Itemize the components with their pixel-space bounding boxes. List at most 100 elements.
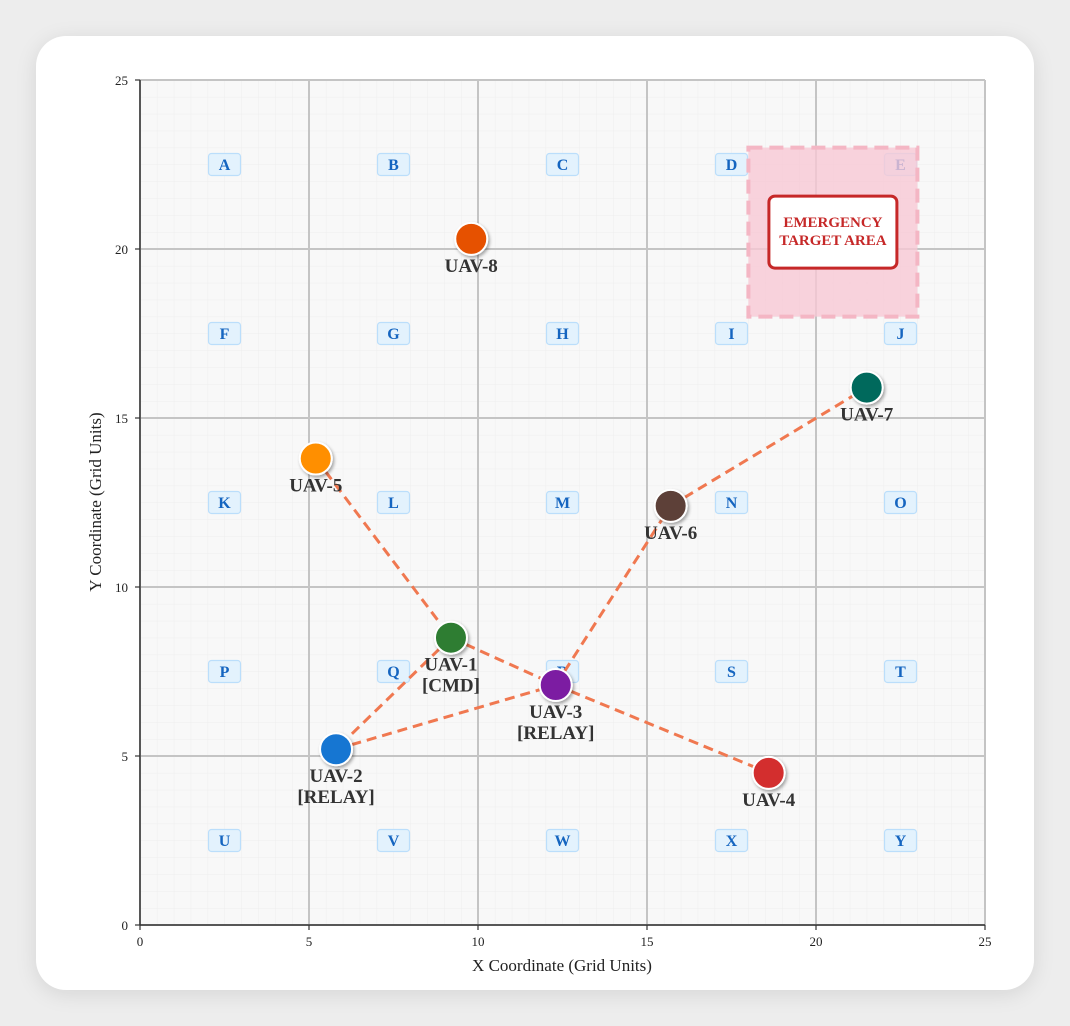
uav-2-marker [319, 732, 354, 767]
link-uav-3-uav-4 [555, 683, 770, 775]
zone-label-w: W [545, 828, 580, 853]
zone-badge [376, 828, 411, 853]
uav-1-marker [433, 620, 468, 655]
uav-4-label-line-0: UAV-4 [742, 790, 796, 811]
zone-label-b: B [376, 152, 411, 177]
zone-text: V [388, 833, 400, 850]
link-uav-1-uav-3 [450, 636, 557, 687]
zone-text: O [894, 495, 906, 512]
point-uav-5: UAV-5 [289, 441, 342, 497]
zone-text: Y [895, 833, 907, 850]
zone-label-t: T [883, 659, 918, 684]
zone-text: G [387, 326, 400, 343]
zone-label-a: A [207, 152, 242, 177]
zone-label-v: V [376, 828, 411, 853]
zone-label-c: C [545, 152, 580, 177]
uav-1-label-line-0: UAV-1 [424, 655, 477, 676]
link-uav-2-uav-3 [335, 683, 557, 751]
x-axis-label: X Coordinate (Grid Units) [472, 956, 652, 975]
zone-label-m: M [545, 490, 580, 515]
y-tick-label-1: 5 [122, 749, 129, 764]
zone-badge [883, 490, 918, 515]
uav-3-label-line-1: [RELAY] [517, 723, 594, 744]
zone-label-f: F [207, 321, 242, 346]
uav-7-label-line-0: UAV-7 [840, 405, 894, 426]
uav-2-label-line-0: UAV-2 [309, 766, 362, 787]
point-uav-7: UAV-7 [840, 370, 894, 426]
zone-label-j: J [883, 321, 918, 346]
uav-4-marker [751, 755, 786, 790]
zone-text: L [388, 495, 399, 512]
zone-badge [207, 490, 242, 515]
point-uav-3: UAV-3[RELAY] [517, 668, 594, 744]
zone-label-u: U [207, 828, 242, 853]
zone-badge [376, 659, 411, 684]
zone-text: J [897, 326, 905, 343]
zone-badge [883, 828, 918, 853]
zone-text: I [728, 326, 734, 343]
zone-text: N [726, 495, 738, 512]
uav-3-label-line-0: UAV-3 [529, 702, 582, 723]
target-area-label-line-1: TARGET AREA [779, 233, 887, 249]
zone-text: U [219, 833, 231, 850]
uav-2-label-line-1: [RELAY] [297, 787, 374, 808]
y-tick-label-4: 20 [115, 242, 128, 257]
link-uav-5-uav-1 [314, 457, 453, 639]
zone-label-g: G [376, 321, 411, 346]
x-tick-label-3: 15 [641, 934, 654, 949]
x-tick-label-4: 20 [810, 934, 823, 949]
point-uav-4: UAV-4 [742, 755, 796, 811]
zone-label-n: N [714, 490, 749, 515]
zone-label-k: K [207, 490, 242, 515]
zone-badge [545, 490, 580, 515]
zone-label-x: X [714, 828, 749, 853]
communication-links [314, 386, 868, 775]
y-axis-label: Y Coordinate (Grid Units) [86, 412, 105, 591]
zone-badge [207, 152, 242, 177]
x-tick-label-5: 25 [979, 934, 992, 949]
zone-badge [714, 828, 749, 853]
uav-5-label-line-0: UAV-5 [289, 476, 342, 497]
point-uav-6: UAV-6 [644, 488, 697, 544]
zone-text: W [555, 833, 571, 850]
zone-text: H [556, 326, 569, 343]
point-uav-2: UAV-2[RELAY] [297, 732, 375, 808]
zone-text: A [219, 157, 231, 174]
point-uav-1: UAV-1[CMD] [422, 620, 480, 697]
uav-7-marker [849, 370, 884, 405]
zone-label-d: D [714, 152, 749, 177]
uav-points: UAV-1[CMD]UAV-2[RELAY]UAV-3[RELAY]UAV-4U… [289, 221, 894, 811]
zone-badge [207, 828, 242, 853]
uav-8-label-line-0: UAV-8 [445, 256, 498, 277]
x-tick-label-0: 0 [137, 934, 144, 949]
axes: 0 5 10 15 20 25 0 5 10 15 20 25 [115, 73, 992, 949]
zone-badge [545, 828, 580, 853]
zone-text: M [555, 495, 570, 512]
zone-badge [545, 321, 580, 346]
zone-badge [376, 152, 411, 177]
point-uav-8: UAV-8 [445, 221, 498, 277]
zone-label-o: O [883, 490, 918, 515]
zone-badge [883, 659, 918, 684]
zone-text: T [895, 664, 906, 681]
x-tick-label-1: 5 [306, 934, 313, 949]
zone-badge [714, 490, 749, 515]
zone-text: P [220, 664, 230, 681]
uav-5-marker [298, 441, 333, 476]
zone-badge [207, 659, 242, 684]
zone-label-q: Q [376, 659, 411, 684]
zone-badge [714, 659, 749, 684]
zone-badge [545, 152, 580, 177]
target-area-label-line-0: EMERGENCY [783, 215, 882, 231]
link-uav-6-uav-7 [669, 386, 868, 508]
target-area-label-box [767, 194, 899, 270]
zone-text: S [727, 664, 736, 681]
link-uav-3-uav-6 [554, 505, 672, 686]
y-tick-label-0: 0 [122, 918, 129, 933]
link-uav-1-uav-2 [334, 636, 453, 751]
zone-text: D [726, 157, 738, 174]
zone-label-y: Y [883, 828, 918, 853]
zone-text: Q [387, 664, 399, 681]
zone-badge [883, 321, 918, 346]
